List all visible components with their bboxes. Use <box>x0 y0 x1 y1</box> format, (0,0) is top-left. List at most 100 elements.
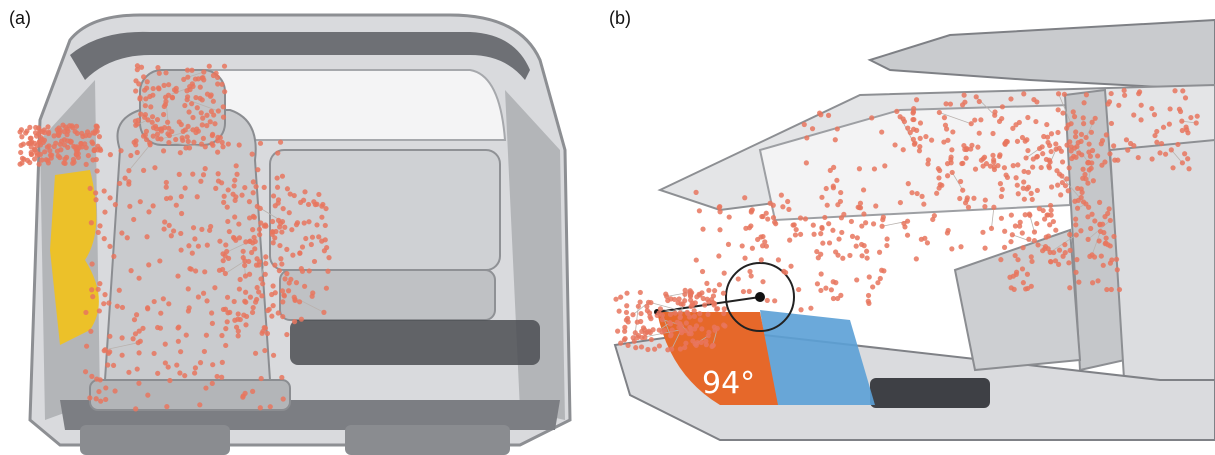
sample-point <box>233 163 239 169</box>
sample-point <box>1175 141 1181 148</box>
sample-point <box>246 258 252 265</box>
sample-point <box>210 362 216 368</box>
sample-point <box>1046 163 1052 169</box>
sample-point <box>215 171 221 177</box>
panel-a-label: (a) <box>9 8 31 28</box>
sample-point <box>914 190 920 197</box>
sample-point <box>49 152 55 158</box>
sample-point <box>184 134 190 140</box>
sample-point <box>171 228 177 234</box>
sample-point <box>200 115 206 121</box>
sample-point <box>696 208 702 214</box>
sample-point <box>863 220 869 226</box>
sample-point <box>193 94 199 101</box>
sample-point <box>947 101 954 107</box>
sample-point <box>1034 187 1040 194</box>
sample-point <box>856 166 863 172</box>
sample-point <box>279 173 286 179</box>
sample-point <box>155 64 161 71</box>
sample-point <box>224 204 230 210</box>
sample-point <box>65 138 71 144</box>
sample-point <box>166 125 172 131</box>
sample-point <box>976 130 982 136</box>
sample-point <box>160 148 167 154</box>
sample-point <box>198 141 205 147</box>
point-link <box>1171 149 1183 164</box>
sample-point <box>1107 217 1113 224</box>
sample-point <box>270 303 276 309</box>
sample-point <box>1100 262 1106 268</box>
sample-point <box>301 220 307 226</box>
sample-point <box>79 130 85 136</box>
sample-point <box>785 198 791 205</box>
sample-point <box>1062 242 1068 248</box>
sample-point <box>216 267 223 273</box>
panel-a-illustration <box>17 13 572 455</box>
reach-circle <box>725 262 795 332</box>
sample-point <box>1017 219 1023 225</box>
sample-point <box>193 268 199 274</box>
sample-point <box>83 161 89 167</box>
sample-point <box>949 246 955 252</box>
sample-point <box>1102 214 1108 220</box>
sample-point <box>18 127 25 133</box>
sample-point <box>322 222 328 229</box>
sample-point <box>85 152 91 159</box>
sample-point <box>18 142 24 148</box>
sample-point <box>197 95 203 101</box>
sample-point <box>913 97 920 103</box>
sample-point <box>820 240 826 246</box>
sample-point <box>973 94 979 100</box>
rear-door <box>1108 138 1215 402</box>
sample-point <box>167 377 173 384</box>
sample-point <box>270 352 277 358</box>
sample-point <box>909 190 915 196</box>
sample-point <box>252 246 258 252</box>
sample-point <box>1076 150 1082 156</box>
sample-point <box>284 186 291 192</box>
sample-point <box>936 109 942 116</box>
sample-point <box>835 202 841 208</box>
sample-point <box>194 194 200 200</box>
sample-point <box>664 293 670 300</box>
sample-point <box>1039 144 1045 150</box>
sample-point <box>215 81 221 87</box>
sample-point <box>166 82 172 88</box>
sample-point <box>1073 216 1079 222</box>
sample-point <box>1034 220 1040 227</box>
sample-point <box>1008 212 1014 218</box>
sample-point <box>963 155 969 161</box>
sample-point <box>203 385 209 391</box>
sample-point <box>722 323 728 329</box>
sample-point <box>250 305 256 311</box>
sample-point <box>880 214 886 220</box>
sample-point <box>190 171 196 177</box>
sample-point <box>1014 138 1021 144</box>
sample-point <box>1073 269 1079 275</box>
sample-point <box>206 63 212 69</box>
sample-point <box>1028 190 1034 196</box>
sample-point <box>163 179 169 186</box>
sample-point <box>208 108 215 115</box>
sample-point <box>897 114 903 120</box>
sample-point <box>1068 148 1074 154</box>
sample-point <box>638 344 645 350</box>
sample-point <box>818 231 824 237</box>
sample-point <box>202 166 208 172</box>
sample-point <box>62 124 69 130</box>
sample-point <box>147 93 153 100</box>
sample-point <box>797 231 804 237</box>
sample-point <box>88 328 94 334</box>
sample-point <box>290 252 296 258</box>
sample-point <box>1055 91 1062 97</box>
sample-point <box>103 396 109 403</box>
sample-point <box>1047 258 1054 265</box>
sample-point <box>1075 185 1081 192</box>
sample-point <box>299 244 306 250</box>
sample-point <box>134 67 140 73</box>
sample-point <box>310 290 316 296</box>
point-link <box>168 142 206 148</box>
sample-point <box>274 184 281 190</box>
sample-point <box>75 154 81 161</box>
sample-point <box>961 92 967 98</box>
